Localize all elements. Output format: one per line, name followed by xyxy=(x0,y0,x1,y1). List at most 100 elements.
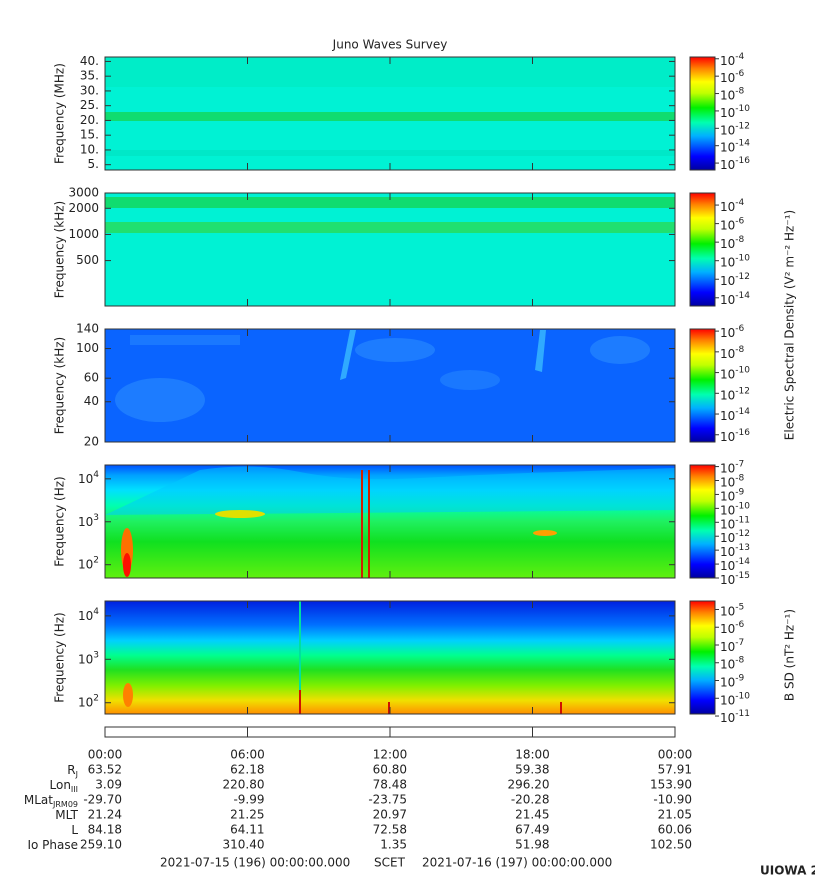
y-tick-label: 140 xyxy=(76,322,99,336)
colorbar-tick-label-base: 10 xyxy=(720,158,735,172)
footer-credit: UIOWA 20220120 xyxy=(760,864,815,878)
colorbar-tick-label: 10-8 xyxy=(720,655,745,671)
y-tick-label: 60 xyxy=(84,371,99,385)
colorbar-tick-label-exp: -8 xyxy=(735,655,744,665)
colorbar-tick-label-exp: -15 xyxy=(735,571,750,581)
ephemeris-row-label-text: L xyxy=(71,823,78,837)
ephemeris-value: -9.99 xyxy=(233,793,264,807)
y-tick-label: 25. xyxy=(80,98,99,112)
y-tick-label-base: 10 xyxy=(78,471,93,485)
ephemeris-value: 72.58 xyxy=(373,823,407,837)
colorbar-tick-label-base: 10 xyxy=(720,429,735,443)
y-axis-label: Frequency (Hz) xyxy=(53,476,67,567)
colorbar-tick-label-exp: -12 xyxy=(735,121,750,131)
x-tick-label: 00:00 xyxy=(658,748,693,762)
ephemeris-row-label-text: R xyxy=(67,763,75,777)
colorbar-tick-label-base: 10 xyxy=(720,123,735,137)
ephemeris-value: 62.18 xyxy=(230,763,264,777)
colorbar xyxy=(689,600,716,715)
y-tick-label: 5. xyxy=(88,157,99,171)
colorbar-tick-label-base: 10 xyxy=(720,326,735,340)
ephemeris-value: 67.49 xyxy=(515,823,549,837)
colorbar-tick-label: 10-4 xyxy=(720,198,745,214)
colorbar-tick-label: 10-6 xyxy=(720,216,745,232)
y-tick-label: 100 xyxy=(76,341,99,355)
footer-end: 2021-07-16 (197) 00:00:00.000 xyxy=(422,856,612,870)
y-tick-label: 20 xyxy=(84,435,99,449)
ephemeris-row-label: RJ xyxy=(67,763,78,779)
colorbar-tick-label-base: 10 xyxy=(720,461,735,475)
ephemeris-value: 63.52 xyxy=(88,763,122,777)
colorbar-tick-label: 10-8 xyxy=(720,473,745,489)
colorbar-tick-label: 10-14 xyxy=(720,557,750,573)
colorbar-tick-label-base: 10 xyxy=(720,71,735,85)
colorbar-tick-label-exp: -11 xyxy=(735,709,750,719)
colorbar-tick-label-base: 10 xyxy=(720,693,735,707)
ephemeris-row-label-sub: J xyxy=(75,770,78,779)
spectrogram-image-2 xyxy=(105,193,675,306)
colorbar-tick-label-base: 10 xyxy=(720,604,735,618)
colorbar-tick-label-base: 10 xyxy=(720,559,735,573)
colorbar xyxy=(689,192,716,307)
colorbar xyxy=(689,56,716,171)
spectrogram-image-5 xyxy=(105,601,675,714)
ephemeris-row-label: MLT xyxy=(55,808,78,822)
colorbar-tick-label-exp: -10 xyxy=(735,501,750,511)
x-tick-label: 12:00 xyxy=(373,748,408,762)
ephemeris-row-label-text: MLat xyxy=(24,793,53,807)
colorbar-tick-label-exp: -4 xyxy=(735,198,744,208)
y-tick-label-base: 10 xyxy=(78,608,93,622)
colorbar-tick-label: 10-10 xyxy=(720,501,750,517)
colorbar-tick-label-base: 10 xyxy=(720,675,735,689)
ephemeris-value: 102.50 xyxy=(650,838,692,852)
colorbar-title: B SD (nT² Hz⁻¹) xyxy=(783,609,797,701)
y-tick-label: 40. xyxy=(80,54,99,68)
ephemeris-value: 259.10 xyxy=(80,838,122,852)
plot-title: Juno Waves Survey xyxy=(332,38,448,52)
colorbar-tick-label-base: 10 xyxy=(720,53,735,67)
colorbar-tick-label: 10-10 xyxy=(720,103,750,119)
ephemeris-value: 64.11 xyxy=(230,823,264,837)
ephemeris-row-label-text: Lon xyxy=(50,778,71,792)
colorbar-tick-label-exp: -5 xyxy=(735,602,744,612)
y-tick-label: 500 xyxy=(76,253,99,267)
colorbar-tick-label-base: 10 xyxy=(720,622,735,636)
colorbar-tick-label: 10-16 xyxy=(720,156,750,172)
colorbar-tick-label: 10-4 xyxy=(720,51,745,67)
colorbar-tick-label-base: 10 xyxy=(720,657,735,671)
colorbar-tick-label-base: 10 xyxy=(720,503,735,517)
y-tick-label: 40 xyxy=(84,394,99,408)
spectrogram-image-4 xyxy=(105,465,675,578)
colorbar-tick-label: 10-8 xyxy=(720,344,745,360)
ephemeris-value: 21.45 xyxy=(515,808,549,822)
ephemeris-row-label: L xyxy=(71,823,78,837)
x-tick-label: 00:00 xyxy=(88,748,123,762)
y-tick-label-base: 10 xyxy=(78,695,93,709)
colorbar-tick-label-base: 10 xyxy=(720,200,735,214)
colorbar-tick-label-base: 10 xyxy=(720,388,735,402)
colorbar-tick-label: 10-7 xyxy=(720,637,744,653)
y-tick-label-exp: 3 xyxy=(93,512,99,522)
colorbar-tick-label-base: 10 xyxy=(720,475,735,489)
colorbar-tick-label: 10-11 xyxy=(720,515,750,531)
colorbar-tick-label-base: 10 xyxy=(720,573,735,587)
ephemeris-value: 84.18 xyxy=(88,823,122,837)
colorbar-tick-label: 10-9 xyxy=(720,673,745,689)
colorbar-tick-label: 10-15 xyxy=(720,571,750,587)
ephemeris-value: 153.90 xyxy=(650,778,692,792)
colorbar-tick-label: 10-14 xyxy=(720,407,750,423)
ephemeris-value: -10.90 xyxy=(653,793,692,807)
y-tick-label: 35. xyxy=(80,69,99,83)
colorbar-tick-label-exp: -13 xyxy=(735,543,750,553)
colorbar-tick-label-exp: -12 xyxy=(735,386,750,396)
colorbar-tick-label-exp: -14 xyxy=(735,557,750,567)
colorbar-tick-label-exp: -12 xyxy=(735,529,750,539)
ephemeris-row-label-sub: III xyxy=(71,785,78,794)
colorbar-tick-label-exp: -10 xyxy=(735,691,750,701)
colorbar-tick-label-base: 10 xyxy=(720,346,735,360)
colorbar-tick-label-exp: -8 xyxy=(735,473,744,483)
ephemeris-value: 1.35 xyxy=(380,838,407,852)
y-tick-label-base: 10 xyxy=(78,514,93,528)
ephemeris-row-label-text: Io Phase xyxy=(27,838,78,852)
colorbar-tick-label-base: 10 xyxy=(720,639,735,653)
